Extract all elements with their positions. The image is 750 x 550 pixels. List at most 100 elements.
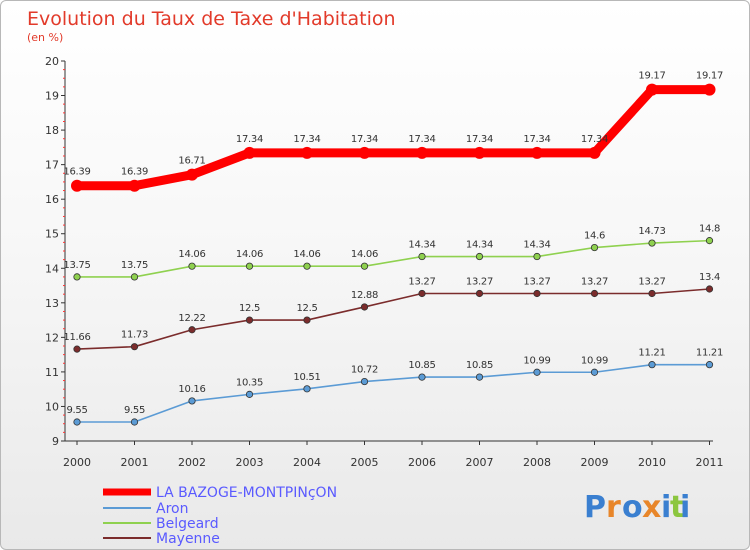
data-label: 14.73 [638, 226, 665, 237]
x-tick-label: 2006 [408, 456, 436, 469]
data-point [73, 273, 81, 281]
data-point [533, 289, 541, 298]
data-label: 14.6 [584, 231, 605, 242]
chart-subtitle: (en %) [27, 31, 63, 44]
data-point [303, 385, 311, 393]
data-point [418, 289, 426, 298]
data-label: 13.27 [523, 276, 550, 287]
x-tick-label: 2007 [466, 456, 494, 469]
x-tick-label: 2004 [293, 456, 321, 469]
data-point [128, 179, 141, 192]
x-tick-label: 2005 [351, 456, 379, 469]
data-label: 17.34 [581, 134, 608, 145]
data-point [245, 316, 254, 324]
data-label: 17.34 [351, 134, 378, 145]
data-label: 14.06 [351, 249, 378, 260]
data-labels: 9.55 9.55 10.16 10.35 10.51 10.72 10.85 10.85 10… [63, 71, 723, 416]
y-tick-label: 11 [45, 366, 59, 379]
data-point [588, 146, 601, 159]
y-tick-label: 15 [45, 228, 59, 241]
x-tick-label: 2001 [121, 456, 149, 469]
logo-letter: t [670, 490, 684, 525]
y-tick-label: 14 [45, 262, 59, 275]
data-label: 17.34 [236, 134, 263, 145]
x-tick-label: 2008 [523, 456, 551, 469]
data-point [358, 146, 371, 159]
data-point [245, 262, 254, 270]
data-point [188, 262, 196, 270]
data-point [303, 262, 311, 270]
data-label: 11.66 [63, 332, 90, 343]
data-point [243, 146, 256, 159]
x-tick-label: 2003 [236, 456, 264, 469]
legend-label: Mayenne [156, 531, 220, 547]
data-point [590, 368, 599, 376]
data-label: 12.5 [239, 303, 260, 314]
y-tick-label: 13 [45, 297, 59, 310]
data-point [703, 83, 716, 96]
data-point [590, 243, 599, 252]
data-point [418, 373, 426, 381]
logo-letter: x [642, 490, 661, 525]
data-label: 13.75 [63, 260, 90, 271]
data-point [648, 289, 656, 298]
data-label: 11.21 [696, 348, 723, 359]
series-layer [71, 83, 716, 426]
data-point [303, 316, 311, 324]
data-point [130, 273, 139, 281]
data-point [188, 326, 196, 334]
data-point [533, 252, 541, 261]
logo-letter: r [606, 490, 621, 525]
data-label: 13.27 [581, 276, 608, 287]
data-label: 16.71 [178, 156, 205, 167]
data-label: 17.34 [408, 134, 435, 145]
legend-label: LA BAZOGE-MONTPINçON [156, 485, 337, 501]
series-line [76, 363, 711, 423]
data-label: 10.16 [178, 384, 205, 395]
data-label: 13.75 [121, 260, 148, 271]
data-label: 11.73 [121, 330, 148, 341]
data-point [301, 146, 313, 159]
data-point [360, 303, 369, 311]
data-label: 17.34 [523, 134, 550, 145]
axes: 9 10 11 12 13 14 15 16 17 18 19 20 2000 2001 2002 2003 2… [45, 55, 724, 469]
data-point [73, 418, 81, 426]
y-tick-label: 20 [45, 55, 59, 68]
data-label: 17.34 [466, 134, 493, 145]
data-label: 14.06 [178, 249, 205, 260]
data-label: 14.06 [236, 249, 263, 260]
data-point [475, 289, 484, 298]
data-point [245, 390, 254, 398]
data-point [475, 252, 484, 261]
data-point [186, 168, 198, 181]
data-point [130, 418, 139, 426]
data-label: 17.34 [293, 134, 320, 145]
logo-letter: i [680, 490, 690, 525]
data-point [416, 146, 428, 159]
data-label: 16.39 [121, 167, 148, 178]
data-label: 12.88 [351, 290, 378, 301]
data-label: 10.72 [351, 365, 378, 376]
data-point [705, 237, 714, 245]
y-tick-label: 10 [45, 400, 59, 413]
y-tick-label: 17 [45, 159, 59, 172]
data-label: 19.17 [696, 71, 723, 82]
data-point [73, 345, 81, 353]
data-point [646, 83, 658, 96]
logo-letter: i [661, 490, 671, 525]
data-label: 14.8 [699, 224, 720, 235]
series-line [76, 288, 711, 350]
data-label: 9.55 [66, 405, 87, 416]
data-point [531, 146, 543, 159]
data-point [473, 146, 486, 159]
data-label: 13.27 [408, 276, 435, 287]
data-label: 14.06 [293, 249, 320, 260]
data-point [590, 289, 599, 298]
data-label: 10.99 [581, 355, 608, 366]
data-label: 10.51 [293, 372, 320, 383]
data-label: 16.39 [63, 167, 90, 178]
